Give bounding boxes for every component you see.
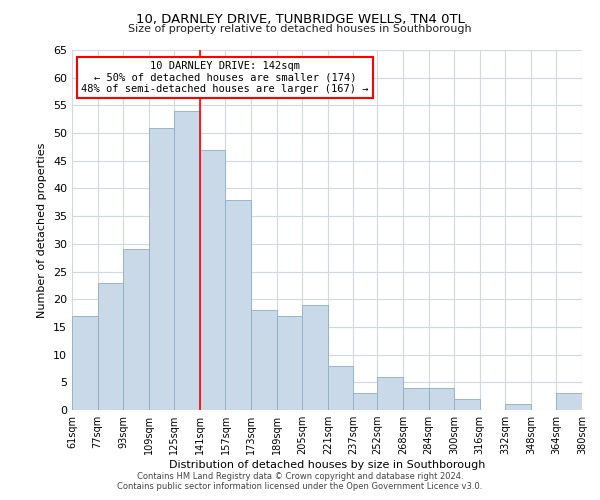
Y-axis label: Number of detached properties: Number of detached properties (37, 142, 47, 318)
Text: 10, DARNLEY DRIVE, TUNBRIDGE WELLS, TN4 0TL: 10, DARNLEY DRIVE, TUNBRIDGE WELLS, TN4 … (136, 12, 464, 26)
Bar (175, 111, 200, 410)
Bar (556, 394, 582, 410)
Bar (98, 282, 123, 410)
X-axis label: Distribution of detached houses by size in Southborough: Distribution of detached houses by size … (169, 460, 485, 470)
Bar (328, 366, 353, 410)
Text: 10 DARNLEY DRIVE: 142sqm
← 50% of detached houses are smaller (174)
48% of semi-: 10 DARNLEY DRIVE: 142sqm ← 50% of detach… (81, 61, 369, 94)
Bar (302, 305, 328, 410)
Bar (149, 128, 175, 410)
Bar (353, 394, 377, 410)
Text: Contains HM Land Registry data © Crown copyright and database right 2024.
Contai: Contains HM Land Registry data © Crown c… (118, 472, 482, 491)
Bar (200, 150, 226, 410)
Bar (454, 399, 479, 410)
Bar (403, 388, 428, 410)
Bar (377, 377, 403, 410)
Text: Size of property relative to detached houses in Southborough: Size of property relative to detached ho… (128, 24, 472, 34)
Bar (505, 404, 531, 410)
Bar (428, 388, 454, 410)
Bar (72, 316, 98, 410)
Bar (123, 250, 149, 410)
Bar (277, 316, 302, 410)
Bar (251, 310, 277, 410)
Bar (226, 200, 251, 410)
